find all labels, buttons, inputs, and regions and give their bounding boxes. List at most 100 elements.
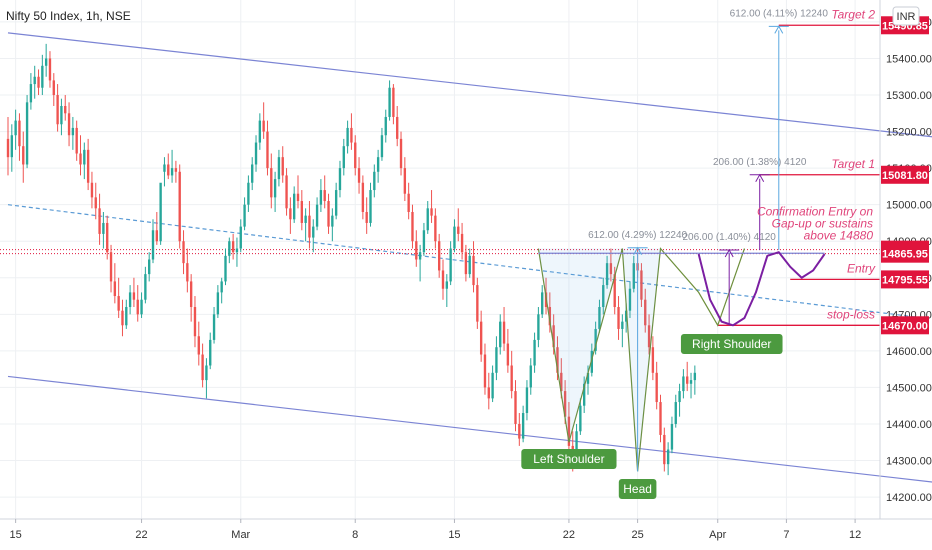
candle-body (67, 113, 71, 136)
candle-body (113, 281, 117, 297)
candle-body (468, 255, 471, 275)
price-tag-14865.95: 14865.95 (881, 244, 929, 263)
candle-body (655, 372, 658, 403)
candle-body (178, 171, 181, 242)
time-axis[interactable]: 15 22 Mar 8 15 22 25 Apr 7 12 (10, 519, 862, 541)
candle-body (418, 252, 422, 260)
confirmation-note-line: Confirmation Entry on (757, 205, 873, 219)
candle-body (380, 135, 384, 158)
candle-body (22, 146, 25, 165)
price-tick-label: 14500.00 (886, 382, 932, 394)
candle-body (37, 76, 40, 88)
candle-body (411, 211, 414, 242)
candle-body (125, 307, 128, 326)
head-tag-text: Head (623, 482, 652, 496)
candle-body (361, 182, 365, 212)
candle-body (579, 405, 582, 432)
price-tag-14670.00: 14670.00 (881, 316, 929, 335)
candle-body (189, 281, 193, 308)
time-tick-label: 22 (135, 529, 147, 541)
candle-body (621, 321, 624, 329)
time-tick-label: 12 (849, 529, 861, 541)
candle-body (117, 296, 120, 311)
candle-body (170, 168, 174, 176)
candle-body (518, 423, 521, 439)
candle-body (136, 299, 139, 315)
price-tag-label: 15081.80 (882, 170, 928, 182)
candle-body (689, 380, 693, 384)
candle-body (563, 391, 567, 417)
candle-body (109, 252, 113, 282)
candle-body (556, 347, 559, 373)
candle-body (632, 263, 635, 289)
candle-body (426, 208, 429, 231)
candle-body (403, 168, 407, 194)
candle-body (479, 321, 483, 355)
time-tick-label: Mar (231, 529, 250, 541)
candle-body (548, 307, 552, 326)
candle-body (674, 402, 677, 424)
candle-body (590, 350, 593, 373)
candle-body (254, 142, 258, 165)
candle-body (216, 292, 220, 315)
price-tick-label: 14600.00 (886, 346, 932, 358)
candle-body (151, 230, 155, 260)
candle-body (140, 299, 143, 315)
candle-body (163, 164, 166, 172)
measure-label: 612.00 (4.29%) 12240 (588, 230, 687, 241)
candle-body (502, 321, 506, 344)
candle-body (293, 193, 296, 220)
candle-body (71, 127, 75, 136)
candle-body (52, 80, 55, 96)
candle-body (552, 325, 555, 348)
candle-body (270, 168, 273, 198)
candle-body (575, 431, 578, 461)
candle-body (60, 105, 63, 125)
annotations: Target 2 Target 1 Entry stop-loss Confirmati… (521, 7, 876, 499)
confirmation-note-line: Gap-up or sustains (772, 217, 873, 231)
left-shoulder-tag-text: Left Shoulder (533, 452, 604, 466)
candle-body (663, 434, 666, 465)
price-tag-box (881, 270, 929, 289)
candle-body (243, 204, 246, 227)
candle-body (48, 58, 52, 81)
candle-body (438, 241, 441, 271)
candle-body (640, 270, 643, 300)
candle-body (315, 204, 319, 227)
candle-body (541, 292, 544, 315)
candle-body (308, 215, 311, 238)
head-area (538, 248, 661, 472)
price-tag-label: 14865.95 (882, 249, 928, 261)
candle-body (323, 190, 326, 202)
candle-body (678, 391, 681, 403)
candle-body (312, 226, 315, 238)
candle-body (182, 241, 185, 264)
candle-body (201, 354, 204, 381)
pattern-zigzag (537, 247, 746, 472)
price-tag-14795.55: 14795.55 (881, 270, 929, 289)
chart-title: Nifty 50 Index, 1h, NSE (6, 9, 131, 23)
price-tags: 15490.8515081.8014876.9514865.9514795.55… (881, 16, 929, 335)
currency-badge[interactable]: INR (892, 6, 920, 26)
candle-body (338, 168, 342, 191)
candle-body (106, 222, 109, 253)
candle-body (86, 149, 90, 183)
candle-body (388, 87, 391, 117)
level-annotation: stop-loss (827, 307, 875, 321)
candle-body (296, 193, 300, 202)
candle-body (220, 281, 223, 293)
level-lines (0, 24, 880, 326)
candle-body (529, 365, 532, 388)
candle-body (670, 423, 674, 450)
candle-body (128, 292, 132, 308)
candle-body (594, 328, 597, 351)
price-tag-label: 14670.00 (882, 320, 928, 332)
measure-label: 612.00 (4.11%) 12240 (730, 8, 829, 19)
candle-body (273, 179, 277, 198)
candle-body (193, 307, 197, 337)
candle-body (586, 372, 590, 384)
price-tick-label: 14400.00 (886, 419, 932, 431)
candle-body (159, 182, 162, 242)
candle-body (369, 190, 372, 223)
